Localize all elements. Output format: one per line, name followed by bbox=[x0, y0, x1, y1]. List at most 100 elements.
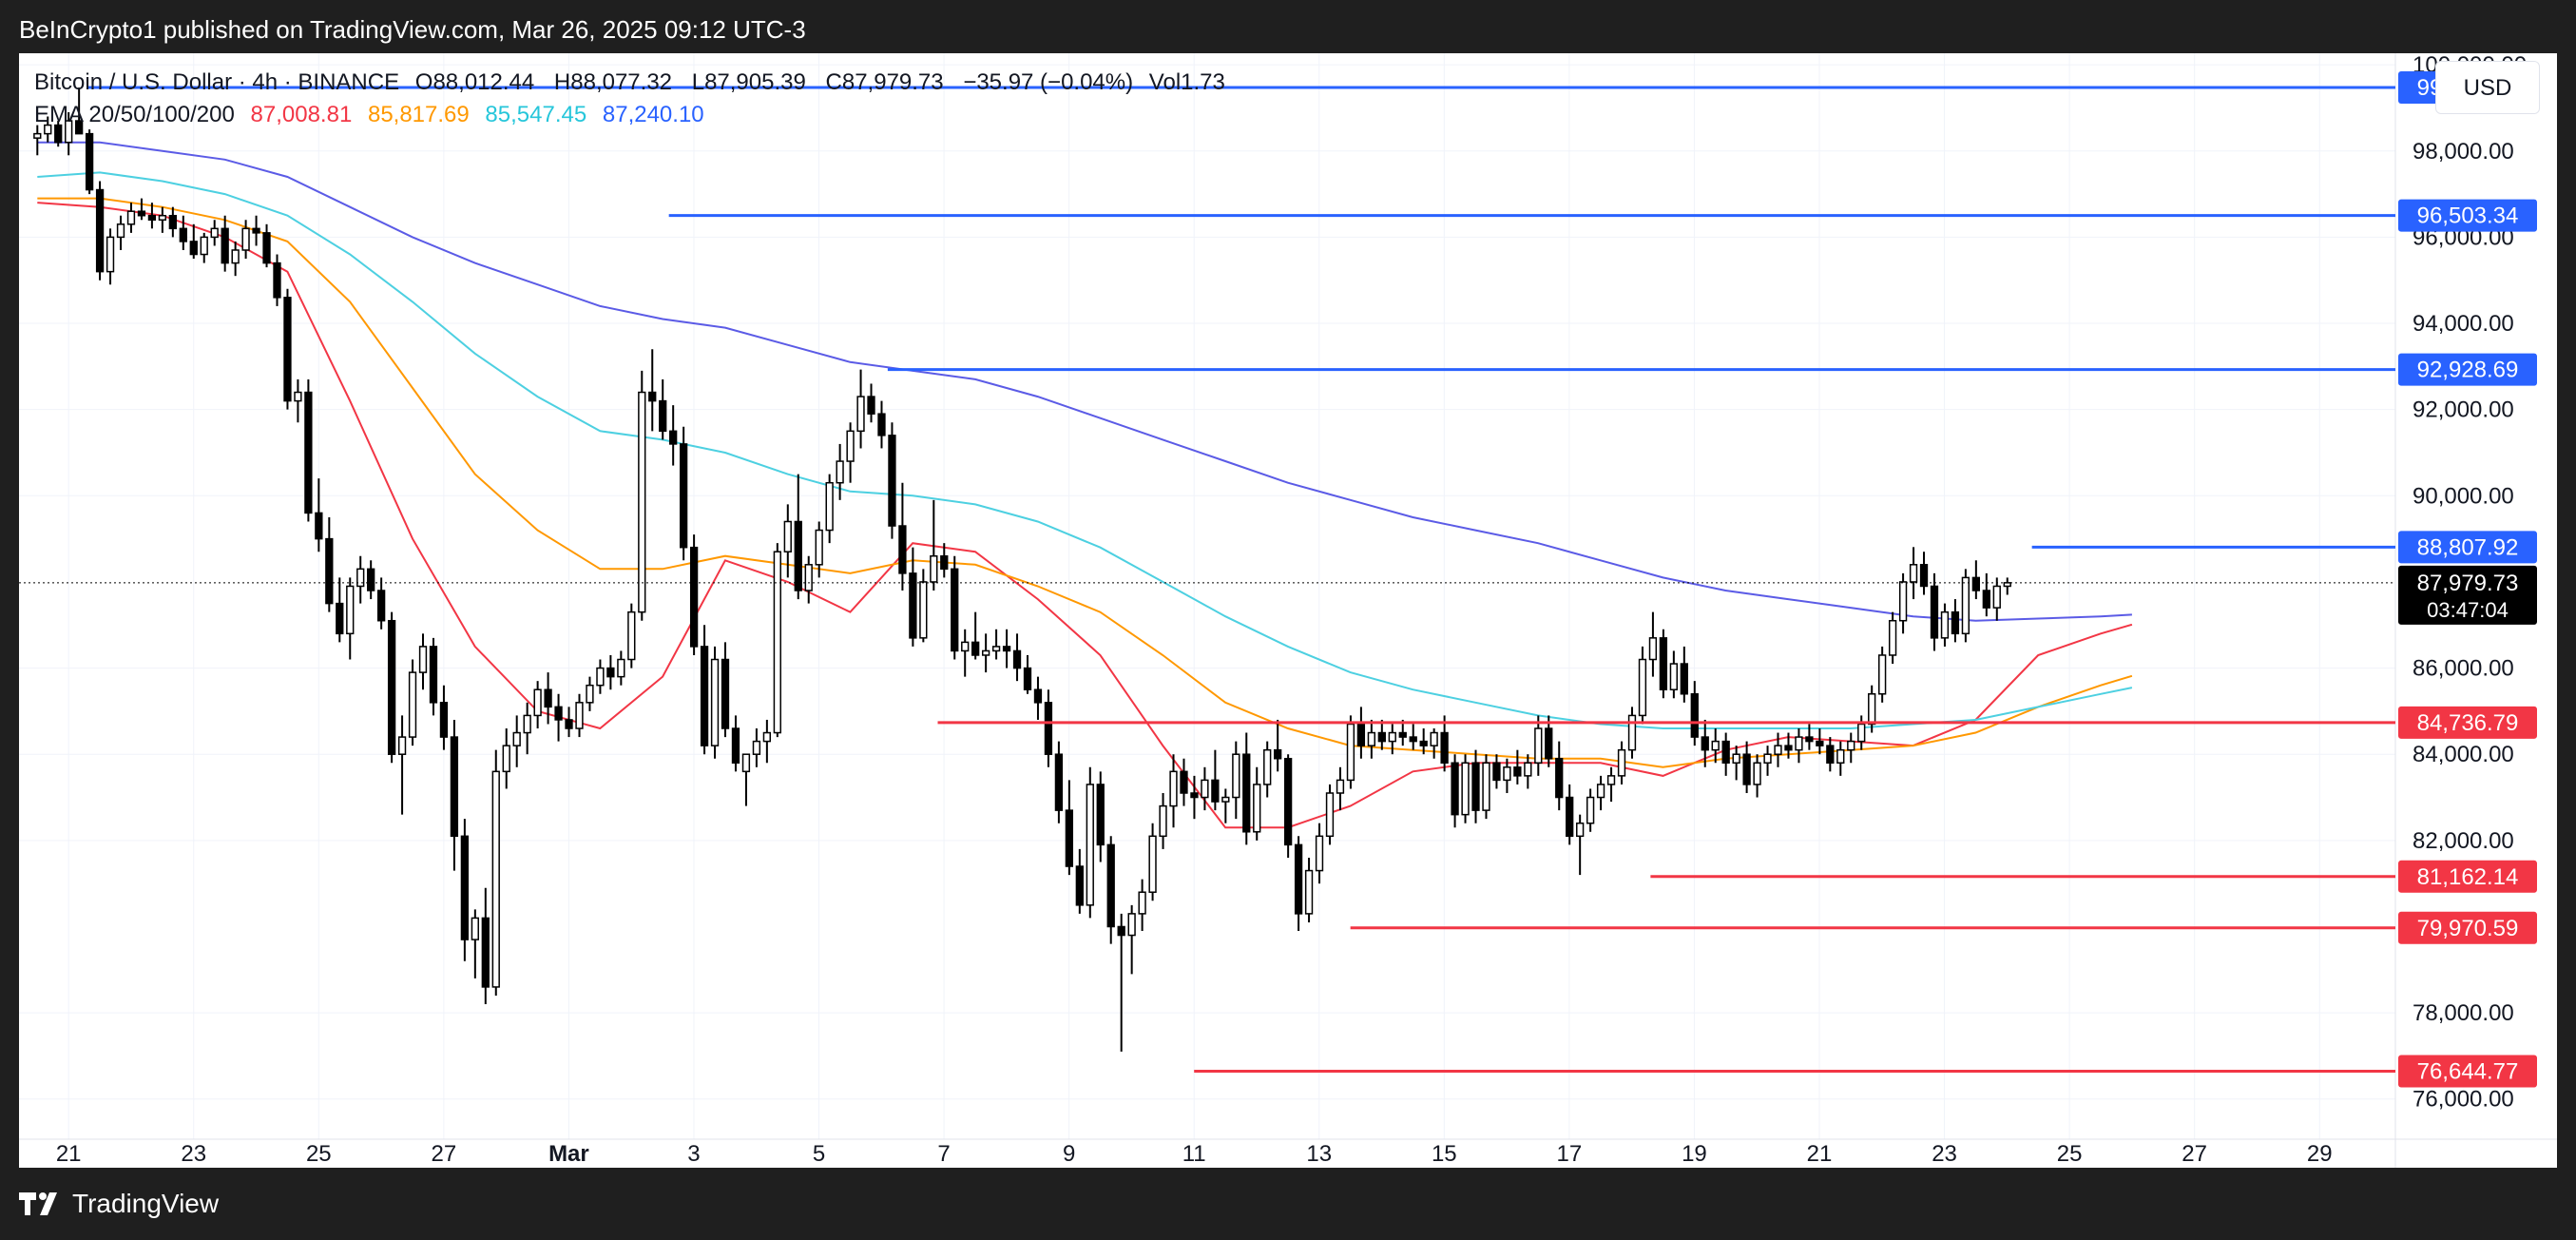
candle-body[interactable] bbox=[1596, 784, 1605, 799]
candle-body[interactable] bbox=[158, 214, 167, 222]
candle-body[interactable] bbox=[1283, 757, 1293, 846]
candle-body[interactable] bbox=[116, 223, 125, 239]
ema-label[interactable]: EMA 20/50/100/200 bbox=[34, 102, 235, 127]
candle-body[interactable] bbox=[794, 520, 802, 591]
candle-body[interactable] bbox=[168, 214, 177, 230]
candle-body[interactable] bbox=[721, 658, 730, 729]
candle-body[interactable] bbox=[1857, 723, 1866, 743]
candle-body[interactable] bbox=[1576, 822, 1585, 838]
candle-body[interactable] bbox=[33, 132, 42, 139]
candle-body[interactable] bbox=[804, 564, 813, 591]
candle-body[interactable] bbox=[106, 236, 115, 273]
candle-body[interactable] bbox=[1086, 784, 1094, 906]
candle-body[interactable] bbox=[1232, 753, 1240, 799]
candle-body[interactable] bbox=[1784, 745, 1793, 751]
candle-body[interactable] bbox=[1648, 637, 1658, 661]
candle-body[interactable] bbox=[1388, 731, 1396, 743]
candle-body[interactable] bbox=[200, 236, 208, 256]
symbol-title[interactable]: Bitcoin / U.S. Dollar · 4h · BINANCE bbox=[34, 69, 400, 95]
candle-body[interactable] bbox=[460, 835, 470, 940]
candle-body[interactable] bbox=[512, 731, 521, 746]
candle-body[interactable] bbox=[502, 745, 510, 773]
candle-body[interactable] bbox=[241, 227, 250, 251]
candle-body[interactable] bbox=[1909, 564, 1918, 583]
candle-body[interactable] bbox=[1117, 925, 1125, 937]
candle-body[interactable] bbox=[617, 658, 625, 678]
currency-button[interactable]: USD bbox=[2435, 61, 2540, 114]
candle-body[interactable] bbox=[606, 667, 615, 678]
candle-body[interactable] bbox=[1534, 727, 1543, 765]
candle-body[interactable] bbox=[54, 124, 63, 144]
candle-body[interactable] bbox=[1545, 727, 1553, 760]
candle-body[interactable] bbox=[1524, 762, 1532, 777]
candle-body[interactable] bbox=[710, 658, 720, 746]
candle-body[interactable] bbox=[1315, 835, 1324, 872]
candle-body[interactable] bbox=[638, 391, 646, 613]
candle-body[interactable] bbox=[1721, 740, 1730, 765]
candle-body[interactable] bbox=[1440, 731, 1449, 765]
candle-body[interactable] bbox=[1878, 654, 1887, 695]
candle-body[interactable] bbox=[575, 702, 584, 729]
candle-body[interactable] bbox=[346, 585, 355, 635]
candle-body[interactable] bbox=[1253, 784, 1261, 833]
candle-body[interactable] bbox=[1606, 775, 1616, 785]
candle-body[interactable] bbox=[304, 391, 313, 514]
candle-body[interactable] bbox=[367, 568, 375, 591]
candle-body[interactable] bbox=[877, 413, 886, 436]
candle-body[interactable] bbox=[1669, 663, 1678, 690]
candle-body[interactable] bbox=[1012, 649, 1022, 669]
candle-body[interactable] bbox=[1065, 809, 1074, 867]
candle-body[interactable] bbox=[1242, 753, 1251, 833]
candle-body[interactable] bbox=[397, 736, 407, 755]
candle-body[interactable] bbox=[596, 667, 605, 687]
candle-body[interactable] bbox=[1106, 843, 1115, 928]
candle-body[interactable] bbox=[210, 227, 219, 239]
candle-body[interactable] bbox=[471, 917, 479, 940]
candle-body[interactable] bbox=[1701, 736, 1709, 751]
candle-body[interactable] bbox=[418, 646, 428, 673]
candle-body[interactable] bbox=[1044, 702, 1053, 755]
candle-body[interactable] bbox=[1377, 731, 1386, 743]
candle-body[interactable] bbox=[1127, 913, 1136, 937]
candle-body[interactable] bbox=[1753, 762, 1761, 785]
candle-body[interactable] bbox=[1742, 753, 1751, 785]
candle-body[interactable] bbox=[961, 641, 970, 652]
candle-body[interactable] bbox=[731, 727, 740, 765]
candle-body[interactable] bbox=[315, 512, 323, 540]
candle-body[interactable] bbox=[1940, 610, 1950, 639]
candle-body[interactable] bbox=[825, 481, 834, 532]
candle-body[interactable] bbox=[783, 520, 792, 552]
candle-body[interactable] bbox=[762, 731, 772, 743]
candle-body[interactable] bbox=[1367, 731, 1376, 746]
candle-body[interactable] bbox=[387, 619, 396, 755]
candle-body[interactable] bbox=[1847, 740, 1855, 751]
candle-body[interactable] bbox=[1805, 736, 1814, 743]
candle-body[interactable] bbox=[1148, 835, 1157, 893]
candle-body[interactable] bbox=[1868, 693, 1876, 726]
candle-body[interactable] bbox=[1346, 723, 1355, 782]
candle-body[interactable] bbox=[1826, 745, 1835, 765]
candle-body[interactable] bbox=[325, 537, 334, 605]
candle-body[interactable] bbox=[1680, 663, 1688, 695]
candle-body[interactable] bbox=[1471, 762, 1480, 811]
candle-body[interactable] bbox=[909, 572, 917, 639]
candle-body[interactable] bbox=[1075, 865, 1084, 906]
candle-body[interactable] bbox=[898, 525, 907, 574]
candle-body[interactable] bbox=[95, 188, 105, 273]
candle-body[interactable] bbox=[930, 554, 938, 583]
candle-body[interactable] bbox=[1961, 576, 1970, 635]
candle-body[interactable] bbox=[189, 241, 198, 256]
candle-body[interactable] bbox=[981, 649, 990, 656]
footer-brand[interactable]: TradingView bbox=[72, 1189, 220, 1218]
candle-body[interactable] bbox=[356, 568, 365, 588]
candle-body[interactable] bbox=[1409, 736, 1417, 743]
candle-body[interactable] bbox=[85, 132, 94, 191]
candle-body[interactable] bbox=[1180, 770, 1188, 794]
candle-body[interactable] bbox=[1513, 766, 1522, 777]
candle-body[interactable] bbox=[1711, 740, 1720, 751]
candle-body[interactable] bbox=[523, 714, 531, 734]
candle-body[interactable] bbox=[1096, 784, 1105, 846]
candle-body[interactable] bbox=[137, 210, 146, 217]
candle-body[interactable] bbox=[1816, 740, 1824, 746]
candle-body[interactable] bbox=[648, 391, 657, 402]
